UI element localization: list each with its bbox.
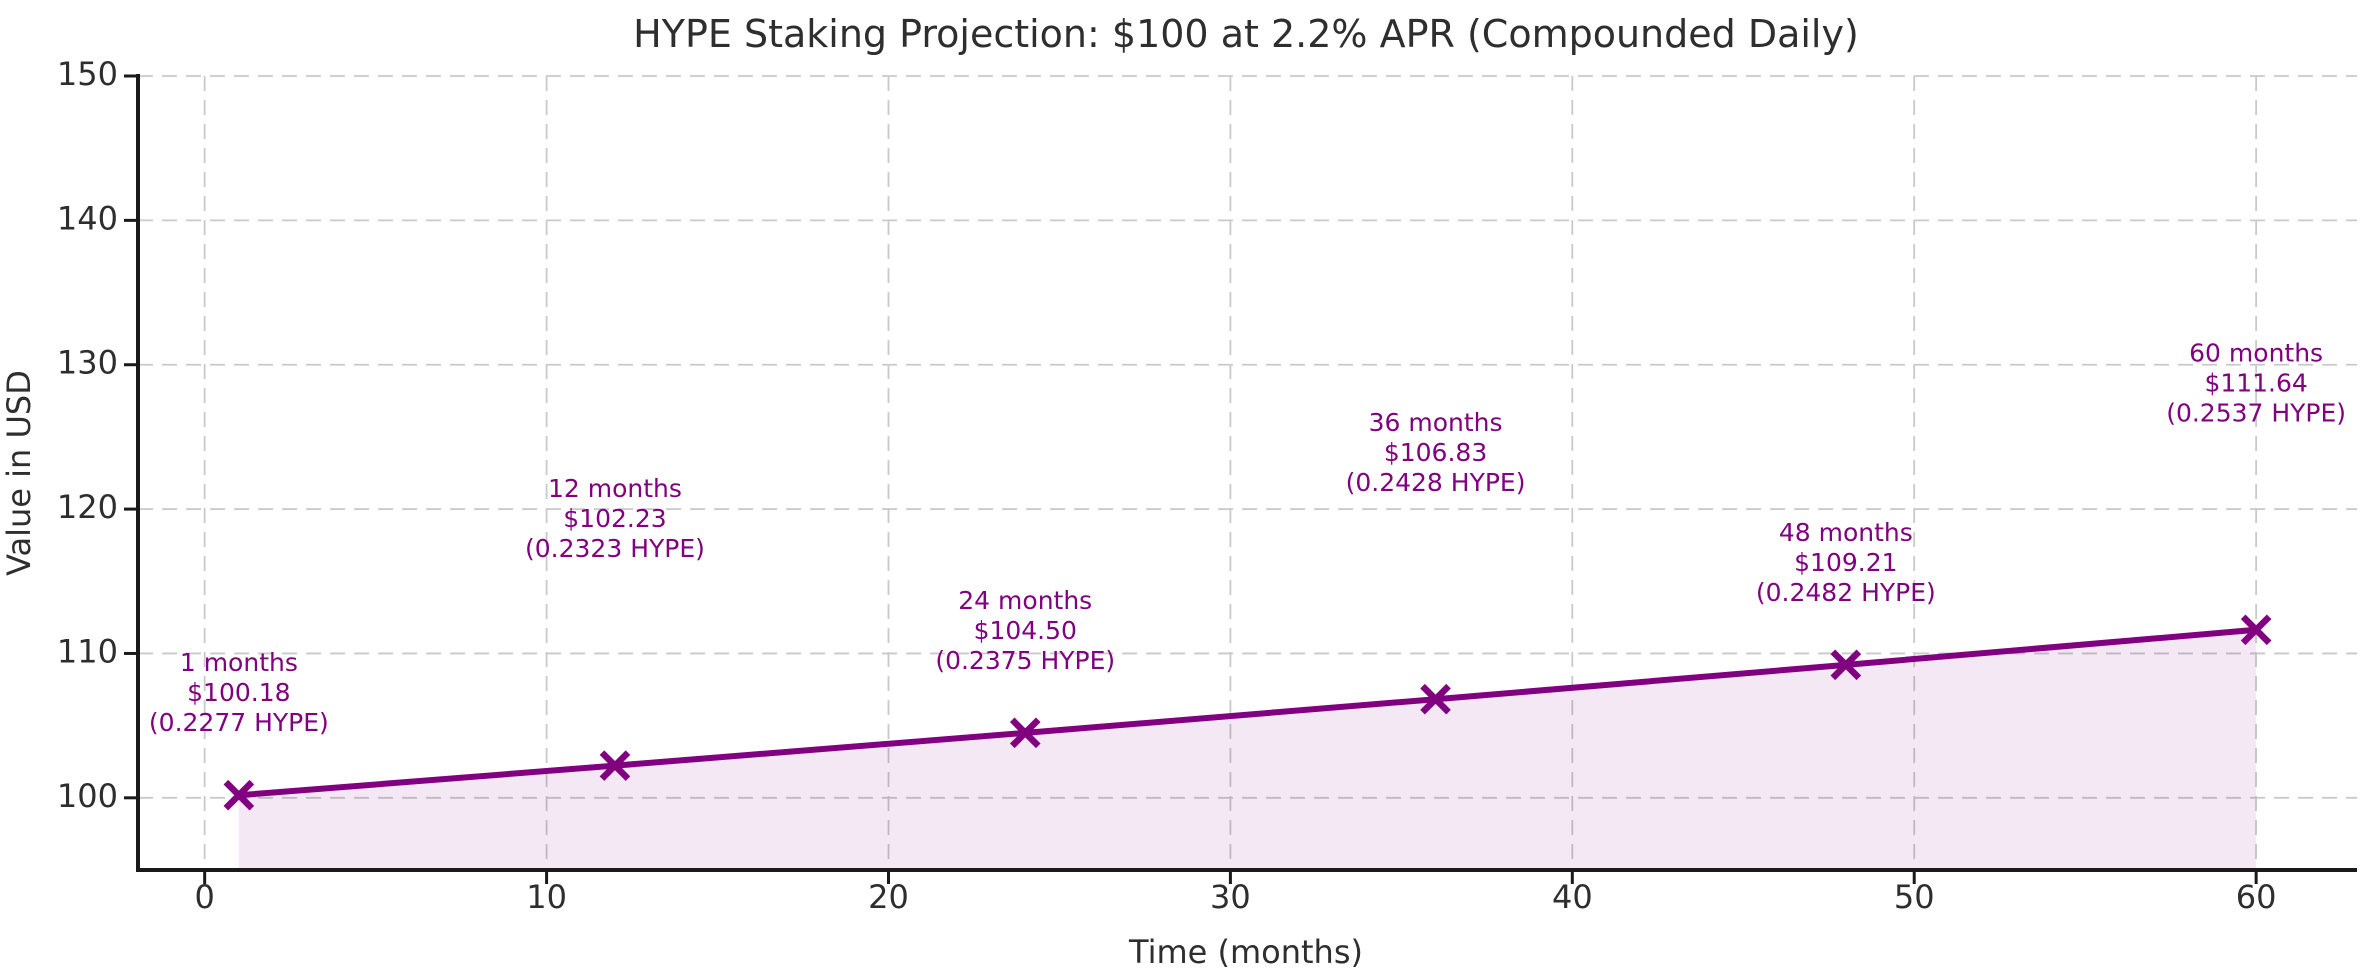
series-fill-area — [238, 629, 2257, 869]
x-marker-icon — [223, 779, 255, 811]
x-tick-label-20: 20 — [868, 878, 909, 916]
annotation-line: 1 months — [180, 648, 298, 677]
annotation-1-months: 1 months$100.18(0.2277 HYPE) — [149, 648, 329, 737]
marker-layer — [223, 614, 2272, 811]
annotation-line: (0.2277 HYPE) — [149, 708, 329, 737]
annotation-line: 12 months — [548, 474, 682, 503]
x-tick-label-60: 60 — [2236, 878, 2277, 916]
annotation-line: 24 months — [958, 586, 1092, 615]
annotation-line: 60 months — [2189, 338, 2323, 367]
y-tick-label-150: 150 — [57, 55, 118, 93]
annotation-36-months: 36 months$106.83(0.2428 HYPE) — [1346, 408, 1526, 497]
data-point-marker-1-months — [223, 779, 255, 811]
x-tick-label-10: 10 — [526, 878, 567, 916]
annotation-12-months: 12 months$102.23(0.2323 HYPE) — [525, 474, 705, 563]
annotation-layer: 1 months$100.18(0.2277 HYPE)12 months$10… — [149, 338, 2346, 737]
y-axis-label: Value in USD — [0, 370, 38, 576]
x-marker-icon — [1009, 717, 1041, 749]
annotation-line: 48 months — [1779, 518, 1913, 547]
x-tick-label-50: 50 — [1894, 878, 1935, 916]
y-tick-label-130: 130 — [57, 344, 118, 382]
annotation-line: (0.2323 HYPE) — [525, 534, 705, 563]
annotation-line: $109.21 — [1794, 548, 1897, 577]
annotation-line: 36 months — [1369, 408, 1503, 437]
x-axis-label: Time (months) — [1128, 933, 1363, 971]
annotation-line: (0.2482 HYPE) — [1756, 578, 1936, 607]
data-point-marker-12-months — [599, 750, 631, 781]
data-point-marker-36-months — [1420, 683, 1451, 715]
annotation-line: $106.83 — [1384, 438, 1487, 467]
annotation-line: (0.2537 HYPE) — [2166, 398, 2346, 427]
x-marker-icon — [2240, 614, 2272, 646]
annotation-line: $102.23 — [563, 504, 666, 533]
series-line — [235, 626, 2260, 799]
series-layer — [235, 626, 2260, 799]
x-marker-icon — [599, 750, 631, 781]
x-tick-label-0: 0 — [194, 878, 214, 916]
series-fill-layer — [238, 629, 2257, 869]
data-point-marker-60-months — [2240, 614, 2272, 646]
chart-title: HYPE Staking Projection: $100 at 2.2% AP… — [633, 12, 1859, 56]
x-marker-icon — [1830, 649, 1862, 681]
annotation-line: $100.18 — [187, 678, 290, 707]
axes-layer: 0 10 20 30 40 50 60 100 110 120 130 140 150 — [57, 55, 2357, 916]
annotation-24-months: 24 months$104.50(0.2375 HYPE) — [935, 586, 1115, 675]
annotation-60-months: 60 months$111.64(0.2537 HYPE) — [2166, 338, 2346, 427]
x-marker-icon — [1420, 683, 1451, 715]
y-tick-label-100: 100 — [57, 777, 118, 815]
annotation-line: (0.2428 HYPE) — [1346, 468, 1526, 497]
annotation-48-months: 48 months$109.21(0.2482 HYPE) — [1756, 518, 1936, 607]
annotation-line: (0.2375 HYPE) — [935, 646, 1115, 675]
annotation-line: $111.64 — [2204, 368, 2307, 397]
gridlines — [138, 75, 2357, 870]
y-tick-label-120: 120 — [57, 488, 118, 526]
y-tick-label-140: 140 — [57, 199, 118, 237]
x-tick-label-40: 40 — [1552, 878, 1593, 916]
data-point-marker-48-months — [1830, 649, 1862, 681]
y-tick-label-110: 110 — [57, 632, 118, 670]
annotation-line: $104.50 — [974, 616, 1077, 645]
x-tick-label-30: 30 — [1210, 878, 1251, 916]
data-point-marker-24-months — [1009, 717, 1041, 749]
